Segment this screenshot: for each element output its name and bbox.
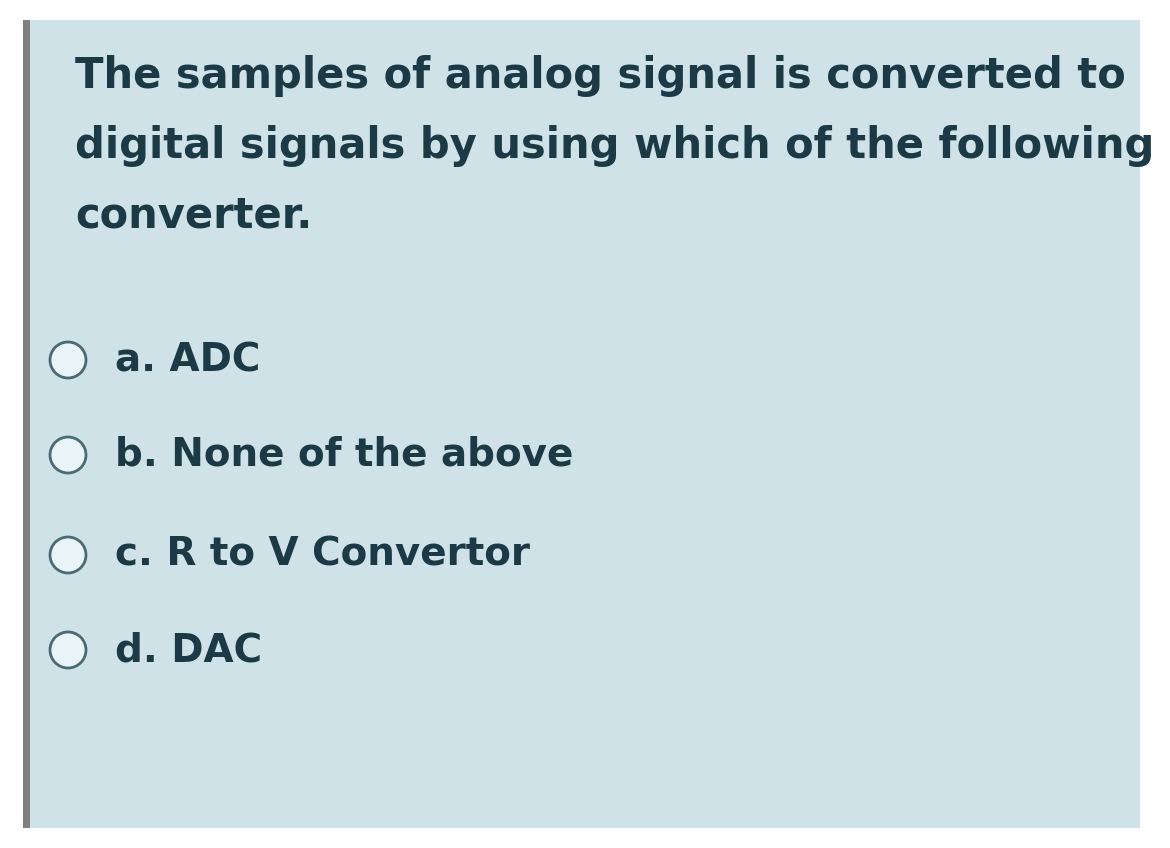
Circle shape <box>50 537 87 573</box>
Circle shape <box>50 342 87 378</box>
Text: digital signals by using which of the following: digital signals by using which of the fo… <box>75 125 1155 167</box>
Bar <box>23 20 30 828</box>
Circle shape <box>50 632 87 668</box>
Text: d. DAC: d. DAC <box>115 631 262 669</box>
Text: converter.: converter. <box>75 195 312 237</box>
Text: b. None of the above: b. None of the above <box>115 436 573 474</box>
Text: c. R to V Convertor: c. R to V Convertor <box>115 536 530 574</box>
Text: a. ADC: a. ADC <box>115 341 261 379</box>
Circle shape <box>50 437 87 473</box>
Text: The samples of analog signal is converted to: The samples of analog signal is converte… <box>75 55 1126 97</box>
